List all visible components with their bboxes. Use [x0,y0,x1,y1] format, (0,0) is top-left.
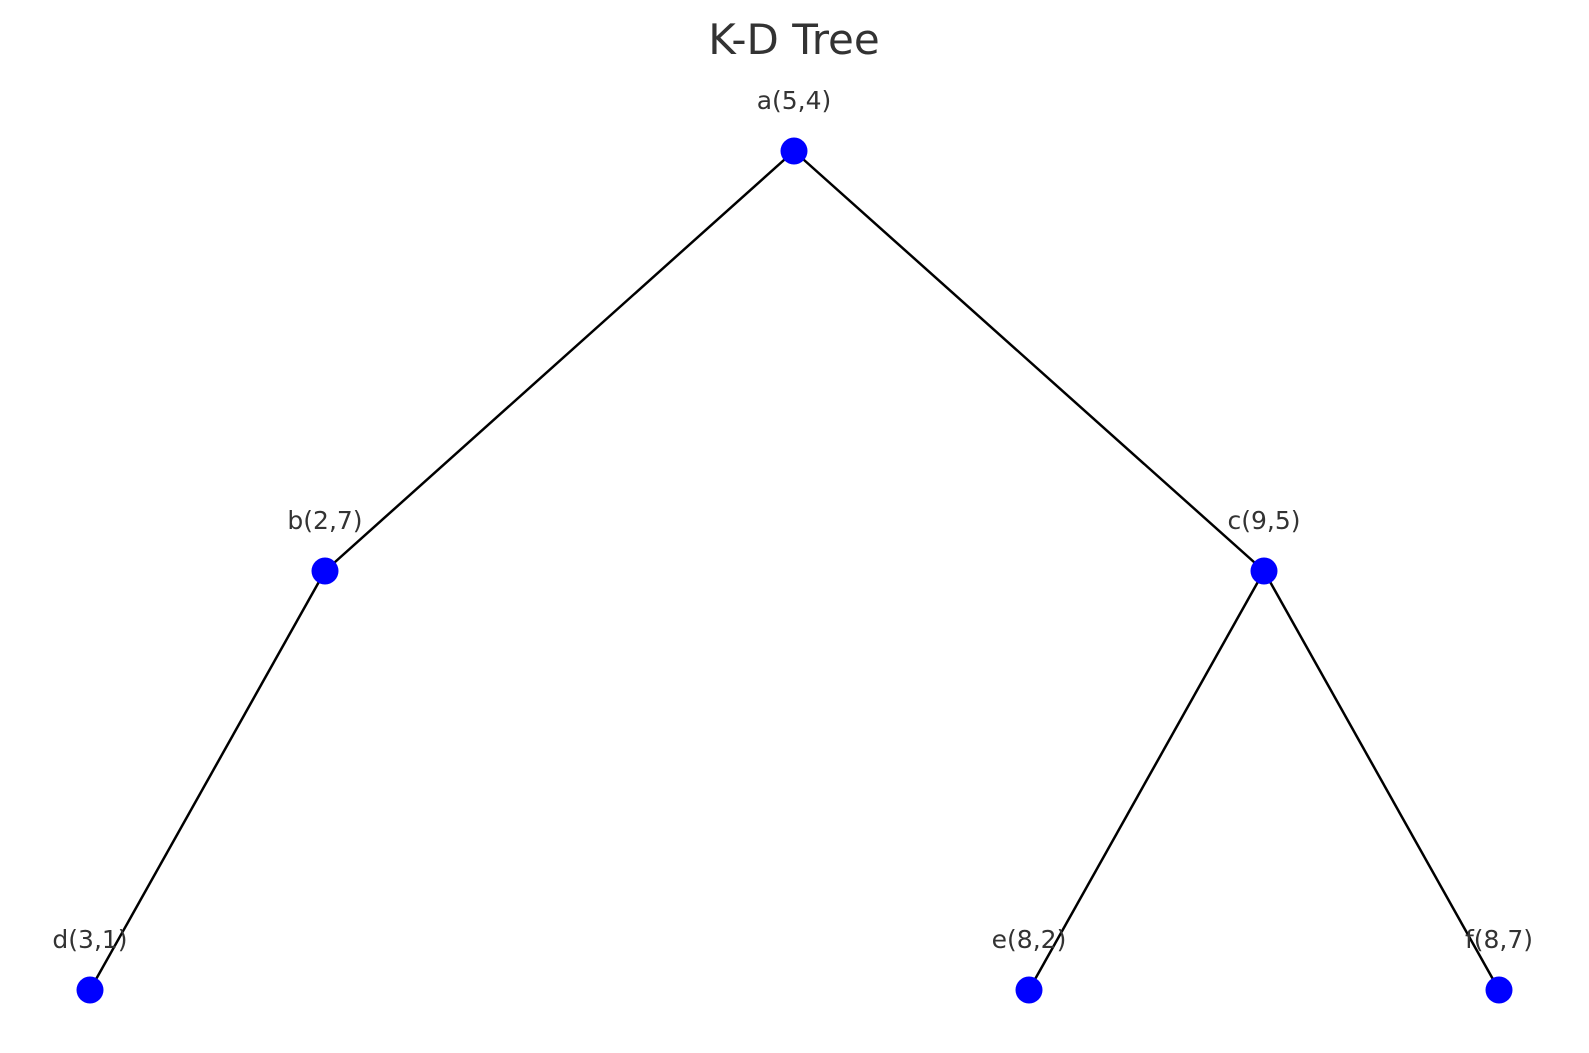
node-label-e: e(8,2) [992,925,1067,954]
node-e [1015,976,1043,1004]
node-label-b: b(2,7) [287,506,362,535]
node-label-d: d(3,1) [52,925,127,954]
edge-c-e [1027,570,1266,991]
edges-layer [88,150,1501,991]
node-b [311,557,339,585]
edge-c-f [1262,570,1501,991]
node-label-f: f(8,7) [1465,925,1533,954]
node-f [1485,976,1513,1004]
labels-layer: a(5,4) b(2,7) c(9,5) d(3,1) e(8,2) f(8,7) [52,86,1533,954]
edge-b-d [88,570,327,991]
node-label-a: a(5,4) [757,86,832,115]
node-a [780,137,808,165]
diagram-title: K-D Tree [708,15,880,64]
node-label-c: c(9,5) [1227,506,1300,535]
node-c [1250,557,1278,585]
edge-a-b [324,150,795,572]
edge-a-c [793,150,1265,572]
node-d [76,976,104,1004]
nodes-layer [76,137,1513,1004]
